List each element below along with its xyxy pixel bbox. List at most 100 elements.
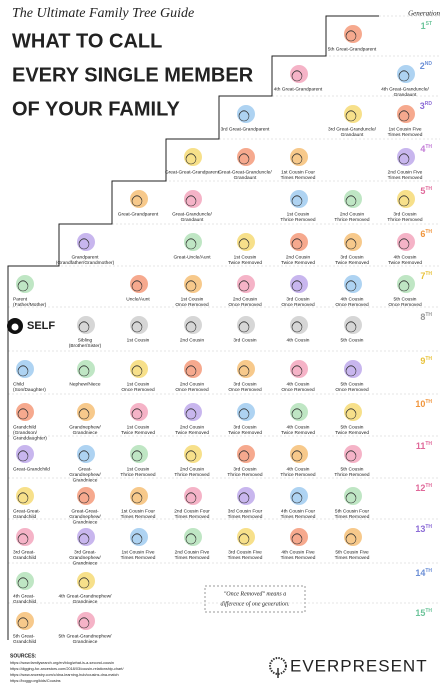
generation-suffix: ST — [426, 21, 432, 27]
member-label: 4th Cousin — [341, 296, 364, 302]
logo: EVERPRESENT — [290, 656, 428, 675]
member-label: Twice Removed — [228, 430, 262, 436]
member-label: 4th Cousin Five — [281, 549, 315, 555]
generation-suffix: TH — [425, 186, 432, 192]
member-label: Grandparent — [72, 254, 100, 260]
member-face — [398, 153, 410, 165]
note-box — [204, 585, 306, 613]
generation-suffix: TH — [425, 144, 432, 150]
generation-suffix: TH — [425, 524, 432, 530]
family-member: 4th Great-Grandparent — [274, 65, 323, 92]
family-member: Uncle/Aunt — [126, 275, 150, 302]
member-face — [238, 533, 250, 545]
member-label: 2nd Cousin — [180, 381, 205, 387]
member-label: 5th Cousin Five — [335, 549, 369, 555]
member-hair — [17, 617, 29, 623]
member-label: Times Removed — [281, 175, 316, 181]
member-blob — [77, 403, 95, 421]
member-label: Once Removed — [121, 387, 155, 393]
member-label: Once Removed — [281, 387, 315, 393]
title-line: WHAT TO CALL — [12, 30, 162, 52]
member-face — [185, 365, 197, 377]
generation-number: 3 — [420, 101, 425, 111]
member-label: Thrice Removed — [280, 217, 316, 223]
generation-label: 8TH — [420, 312, 432, 322]
member-hair — [185, 195, 197, 201]
member-hair — [238, 280, 250, 286]
generation-suffix: TH — [425, 568, 432, 574]
member-blob — [16, 445, 34, 463]
generation-number: 14 — [415, 568, 425, 578]
family-member: Grandnephew/Grandniece — [69, 403, 101, 436]
generation-label: 6TH — [420, 229, 432, 239]
member-blob — [290, 233, 308, 251]
generation-label: 1ST — [421, 21, 432, 31]
member-label: 5th Great-Grandnephew/ — [58, 633, 112, 639]
member-blob — [290, 360, 308, 378]
family-member: Great-Grandchild — [13, 445, 50, 472]
member-face — [185, 195, 197, 207]
member-label: Twice Removed — [335, 260, 369, 266]
member-hair — [398, 195, 410, 201]
member-face — [398, 238, 410, 250]
member-face — [78, 450, 90, 462]
generation-label: 2ND — [420, 61, 433, 71]
member-label: (Son/Daughter) — [13, 387, 46, 393]
member-face — [398, 280, 410, 292]
member-label: Grandaunt — [181, 217, 204, 223]
generation-suffix: TH — [425, 608, 432, 614]
member-hair — [291, 195, 303, 201]
family-member: SELF — [7, 318, 55, 334]
generation-number: 8 — [420, 312, 425, 322]
member-blob — [237, 445, 255, 463]
member-label: Once Removed — [281, 302, 315, 308]
member-label: Great-Great- — [71, 508, 99, 514]
member-label: Twice Removed — [281, 430, 315, 436]
member-label: Sibling — [78, 337, 93, 343]
member-face — [131, 450, 143, 462]
member-face — [345, 30, 357, 42]
member-label: 3rd Cousin Five — [228, 549, 262, 555]
member-label: Granddaughter) — [13, 435, 47, 441]
member-label: 3rd Cousin — [286, 296, 310, 302]
member-blob — [16, 612, 34, 630]
member-hair — [78, 365, 90, 371]
generation-number: 9 — [420, 356, 425, 366]
member-label: Great-Great-Granduncle/ — [218, 169, 272, 175]
member-face — [17, 450, 29, 462]
note: "Once Removed" means a — [224, 591, 287, 597]
generation-number: 1 — [421, 21, 426, 31]
member-hair — [238, 408, 250, 414]
member-hair — [78, 450, 90, 456]
member-label: Times Removed — [175, 514, 210, 520]
member-hair — [185, 533, 197, 539]
member-face — [291, 70, 303, 82]
generation-label: 12TH — [415, 483, 432, 493]
family-member: Grandchild(Grandson/Granddaughter) — [13, 403, 47, 441]
member-label: 4th Great-Granduncle/ — [381, 86, 429, 92]
member-face — [291, 195, 303, 207]
member-blob — [397, 190, 415, 208]
member-face — [185, 238, 197, 250]
source-link: https://www.ancestry.com/c/dna-learning-… — [10, 673, 119, 677]
member-blob — [290, 316, 308, 334]
member-hair — [345, 450, 357, 456]
member-blob — [77, 487, 95, 505]
member-hair — [398, 70, 410, 76]
self-label: SELF — [27, 320, 55, 332]
member-face — [398, 110, 410, 122]
member-blob — [237, 403, 255, 421]
member-hair — [291, 238, 303, 244]
family-member: Sibling(Brother/Sister) — [69, 316, 102, 349]
member-label: 5th Cousin — [341, 337, 364, 343]
member-label: 4th Cousin — [287, 424, 310, 430]
member-label: Grandniece — [73, 477, 98, 483]
member-label: 1st Cousin — [127, 381, 150, 387]
